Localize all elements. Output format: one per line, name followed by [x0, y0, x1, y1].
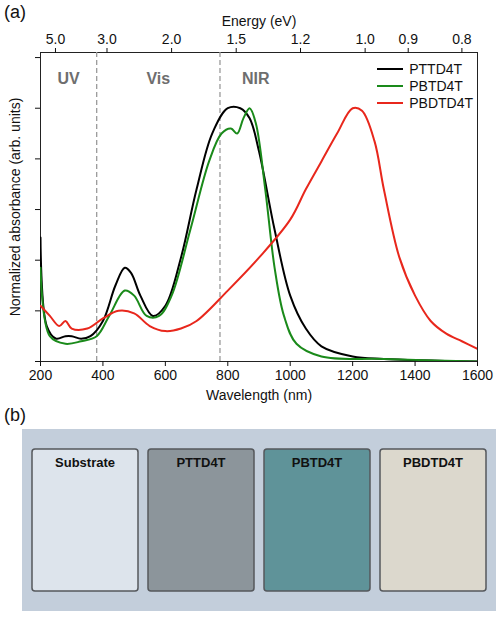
svg-text:5.0: 5.0 — [46, 31, 66, 47]
svg-text:400: 400 — [91, 367, 115, 383]
svg-text:Substrate: Substrate — [55, 455, 115, 470]
svg-text:1400: 1400 — [399, 367, 430, 383]
svg-text:Normalized absorbance (arb. un: Normalized absorbance (arb. units) — [7, 98, 23, 317]
svg-text:1600: 1600 — [462, 367, 493, 383]
svg-text:UV: UV — [57, 70, 80, 87]
svg-text:PBTD4T: PBTD4T — [292, 455, 343, 470]
svg-text:1200: 1200 — [337, 367, 368, 383]
html-text:PBDTD4T: PBDTD4T — [409, 94, 473, 111]
html-text:PTTD4T: PTTD4T — [409, 60, 463, 77]
svg-text:3.0: 3.0 — [97, 31, 117, 47]
svg-text:800: 800 — [216, 367, 240, 383]
svg-text:Wavelength (nm): Wavelength (nm) — [206, 387, 312, 403]
svg-text:200: 200 — [29, 367, 53, 383]
html-text:(a): (a) — [4, 2, 26, 22]
svg-text:PBDTD4T: PBDTD4T — [403, 455, 463, 470]
svg-text:0.8: 0.8 — [452, 31, 472, 47]
svg-text:PTTD4T: PTTD4T — [176, 455, 225, 470]
svg-text:Energy (eV): Energy (eV) — [222, 13, 297, 29]
html-text:PBTD4T: PBTD4T — [409, 77, 463, 94]
svg-text:2.0: 2.0 — [162, 31, 182, 47]
svg-text:1.2: 1.2 — [291, 31, 311, 47]
svg-text:1000: 1000 — [275, 367, 306, 383]
svg-text:1.5: 1.5 — [226, 31, 246, 47]
svg-text:NIR: NIR — [242, 70, 270, 87]
svg-text:0.9: 0.9 — [398, 31, 418, 47]
html-text:(b): (b) — [4, 405, 26, 425]
svg-text:600: 600 — [154, 367, 178, 383]
svg-text:Vis: Vis — [146, 70, 170, 87]
svg-text:1.0: 1.0 — [355, 31, 375, 47]
